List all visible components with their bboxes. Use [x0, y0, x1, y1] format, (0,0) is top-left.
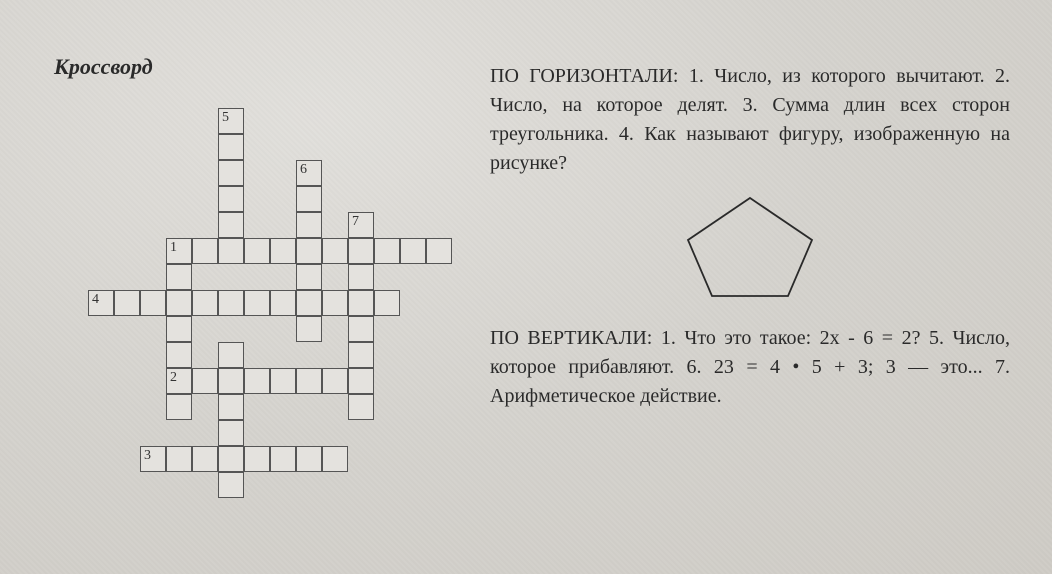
crossword-cell [218, 186, 244, 212]
crossword-cell [166, 264, 192, 290]
crossword-cell [192, 446, 218, 472]
crossword-cell [244, 446, 270, 472]
crossword-cell [218, 212, 244, 238]
clues-vertical-heading: ПО ВЕРТИКАЛИ: [490, 327, 652, 349]
crossword-cell [192, 290, 218, 316]
crossword-cell [322, 238, 348, 264]
crossword-cell [348, 394, 374, 420]
crossword-cell [374, 238, 400, 264]
crossword-cell [218, 134, 244, 160]
crossword-cell [348, 264, 374, 290]
clues-vertical: ПО ВЕРТИКАЛИ: 1. Что это такое: 2x - 6 =… [490, 324, 1010, 411]
crossword-cell [114, 290, 140, 316]
crossword-cell [296, 368, 322, 394]
crossword-cell [322, 446, 348, 472]
crossword-cell [296, 212, 322, 238]
pentagon-figure [490, 192, 1010, 302]
crossword-cell [270, 446, 296, 472]
cell-number: 5 [222, 110, 229, 126]
crossword-title: Кроссворд [54, 54, 153, 80]
crossword-cell [166, 446, 192, 472]
crossword-cell [218, 160, 244, 186]
cell-number: 1 [170, 240, 177, 256]
crossword-cell: 1 [166, 238, 192, 264]
crossword-cell [270, 368, 296, 394]
crossword-cell: 6 [296, 160, 322, 186]
crossword-cell [244, 368, 270, 394]
cell-number: 6 [300, 162, 307, 178]
crossword-cell [244, 238, 270, 264]
crossword-cell [166, 290, 192, 316]
crossword-cell [296, 290, 322, 316]
cell-number: 2 [170, 370, 177, 386]
crossword-cell: 5 [218, 108, 244, 134]
clues-horizontal: ПО ГОРИЗОНТАЛИ: 1. Число, из которого вы… [490, 62, 1010, 178]
pentagon-icon [680, 192, 820, 302]
crossword-cell: 3 [140, 446, 166, 472]
crossword-cell [322, 368, 348, 394]
crossword-cell [400, 238, 426, 264]
clues-horizontal-heading: ПО ГОРИЗОНТАЛИ: [490, 65, 678, 87]
crossword-cell [166, 316, 192, 342]
crossword-cell [166, 342, 192, 368]
crossword-cell [244, 290, 270, 316]
crossword-cell: 4 [88, 290, 114, 316]
crossword-cell [218, 420, 244, 446]
crossword-cell [296, 186, 322, 212]
cell-number: 4 [92, 292, 99, 308]
crossword-cell [296, 446, 322, 472]
crossword-cell [296, 264, 322, 290]
crossword-cell [218, 472, 244, 498]
crossword-cell [348, 342, 374, 368]
crossword-cell [322, 290, 348, 316]
crossword-cell [348, 316, 374, 342]
crossword-cell [374, 290, 400, 316]
cell-number: 7 [352, 214, 359, 230]
crossword-cell [348, 238, 374, 264]
crossword-cell [166, 394, 192, 420]
crossword-cell: 2 [166, 368, 192, 394]
crossword-cell [270, 290, 296, 316]
crossword-cell [218, 290, 244, 316]
crossword-cell [296, 238, 322, 264]
crossword-cell [140, 290, 166, 316]
crossword-cell: 7 [348, 212, 374, 238]
clues-block: ПО ГОРИЗОНТАЛИ: 1. Число, из которого вы… [490, 62, 1010, 419]
cell-number: 3 [144, 448, 151, 464]
crossword-cell [218, 238, 244, 264]
crossword-cell [192, 238, 218, 264]
crossword-cell [426, 238, 452, 264]
crossword-cell [218, 368, 244, 394]
crossword-cell [296, 316, 322, 342]
crossword-cell [270, 238, 296, 264]
crossword-cell [348, 290, 374, 316]
crossword-cell [348, 368, 374, 394]
crossword-cell [218, 446, 244, 472]
crossword-cell [192, 368, 218, 394]
crossword-cell [218, 342, 244, 368]
crossword-cell [218, 394, 244, 420]
